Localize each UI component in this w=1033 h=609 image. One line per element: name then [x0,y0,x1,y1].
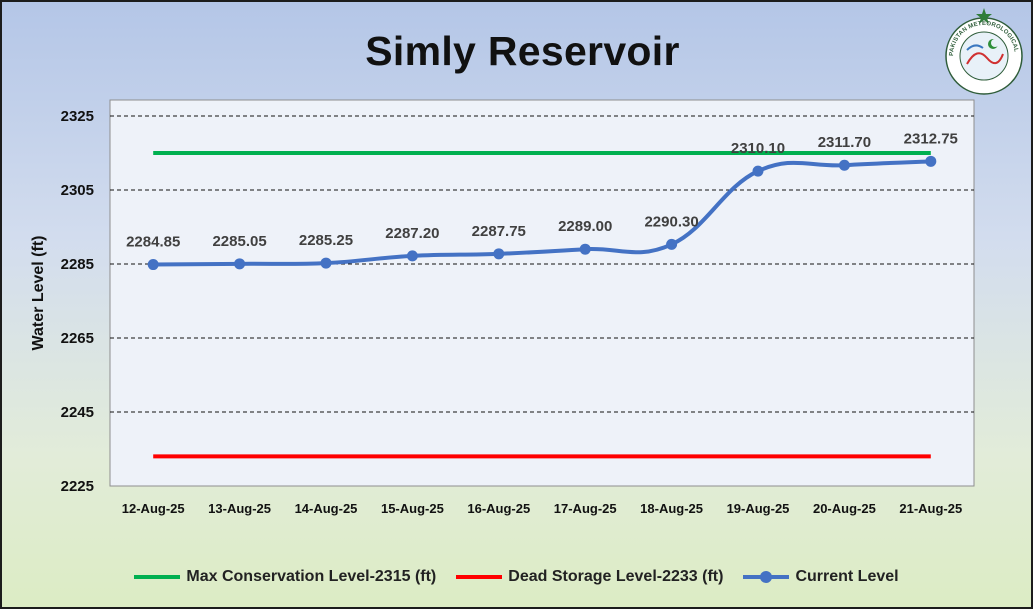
y-tick-label: 2265 [61,330,94,347]
data-point [579,243,591,255]
y-tick-label: 2325 [61,108,94,125]
chart-title: Simly Reservoir [365,28,680,74]
y-axis-label: Water Level (ft) [30,236,47,351]
data-label: 2310.10 [731,140,785,157]
data-label: 2285.25 [299,232,353,249]
legend-item: Current Level [743,568,899,586]
legend-label: Current Level [795,568,899,585]
legend-swatch [743,570,790,584]
data-label: 2284.85 [126,234,180,251]
data-label: 2311.70 [818,134,871,151]
data-labels: 2284.85 2285.05 2285.25 2287.20 2287.75 2289.… [126,130,958,250]
data-point [406,250,418,262]
x-tick-label: 17-Aug-25 [554,501,617,516]
data-point [838,159,850,171]
plot-area [109,99,975,487]
x-tick-label: 19-Aug-25 [727,501,790,516]
series-line [153,159,931,267]
x-tick-label: 12-Aug-25 [122,501,185,516]
legend-swatch [456,570,503,584]
data-label: 2287.20 [385,225,439,242]
data-point [925,155,937,167]
series-current-level [147,155,937,271]
x-tick-label: 15-Aug-25 [381,501,444,516]
data-label: 2289.00 [558,218,612,235]
legend-label: Dead Storage Level-2233 (ft) [508,568,724,585]
x-tick-label: 18-Aug-25 [640,501,703,516]
y-tick-label: 2225 [61,478,94,495]
x-axis-ticks: 12-Aug-25 13-Aug-25 14-Aug-25 15-Aug-25 16-A… [122,501,962,516]
y-tick-label: 2245 [61,404,94,421]
data-point [493,248,505,260]
x-tick-label: 13-Aug-25 [208,501,271,516]
x-tick-label: 21-Aug-25 [899,501,962,516]
data-point [234,258,246,270]
reference-lines [153,151,931,459]
x-tick-label: 14-Aug-25 [295,501,358,516]
data-point [752,165,764,177]
data-point [320,257,332,269]
legend-label: Max Conservation Level-2315 (ft) [186,568,437,585]
data-label: 2312.75 [904,130,958,147]
legend-item: Max Conservation Level-2315 (ft) [134,568,436,586]
data-label: 2287.75 [472,223,526,240]
legend-item: Dead Storage Level-2233 (ft) [456,568,723,586]
data-label: 2285.05 [212,233,266,250]
data-point [666,238,678,250]
y-tick-label: 2305 [61,182,94,199]
y-axis-ticks: 2225 2245 2265 2285 2305 2325 [61,108,94,495]
x-tick-label: 20-Aug-25 [813,501,876,516]
y-tick-label: 2285 [61,256,94,273]
legend: Max Conservation Level-2315 (ft) Dead Sto… [0,564,1033,590]
legend-swatch [134,570,181,584]
data-label: 2290.30 [644,213,698,230]
pmd-logo-icon: PAKISTAN METEOROLOGICAL DEPARTMENT [937,6,1023,95]
x-tick-label: 16-Aug-25 [467,501,530,516]
data-point [147,259,159,271]
